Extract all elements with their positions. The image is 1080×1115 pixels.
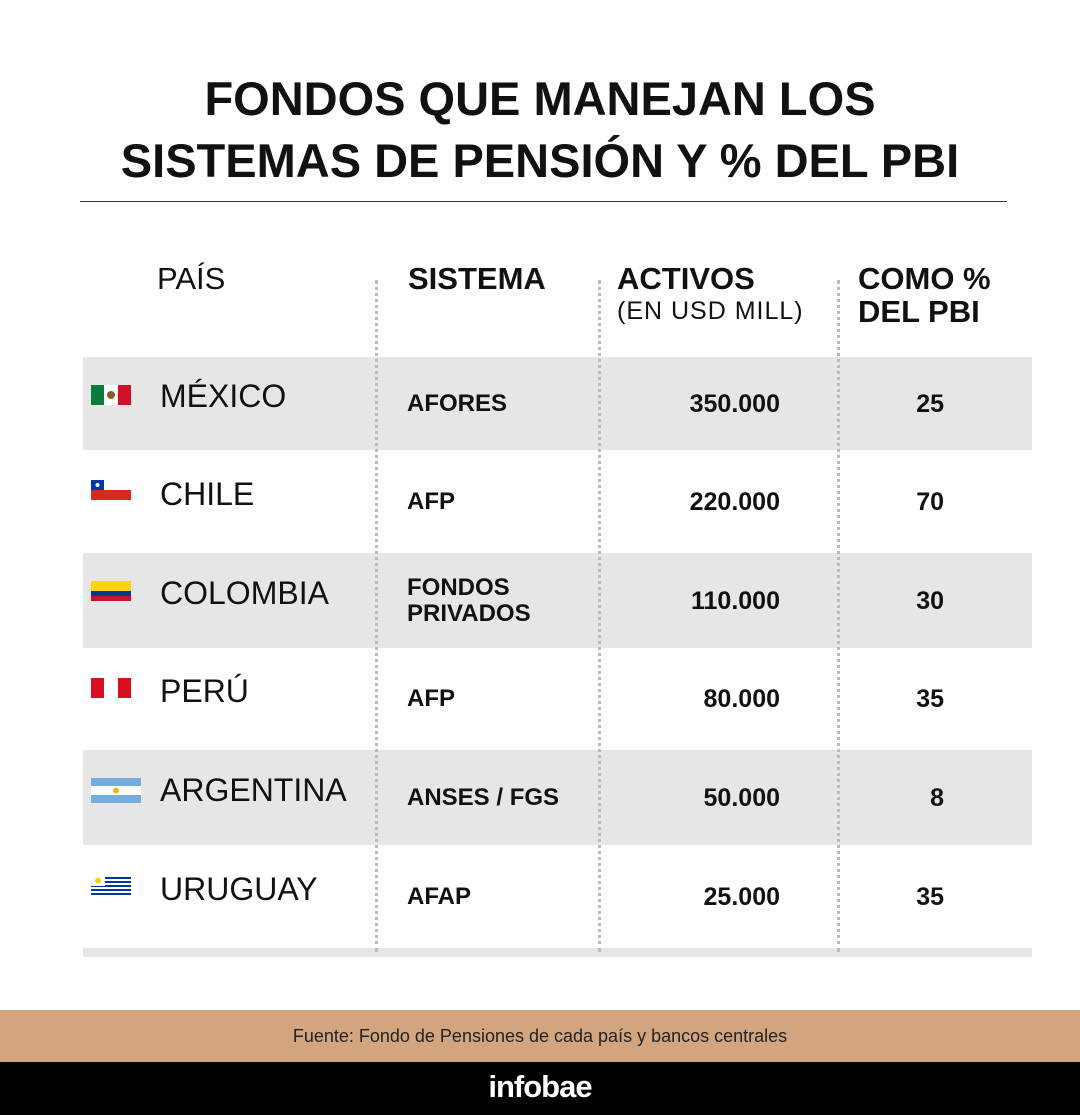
table-row: COLOMBIA FONDOS PRIVADOS 110.000 30: [83, 553, 1032, 648]
flag: [91, 581, 131, 601]
gdp-share: 25: [916, 389, 944, 418]
country: MÉXICO: [160, 377, 287, 414]
flag: [91, 778, 141, 803]
system-line: AFP: [407, 487, 455, 515]
header-line: PAÍS: [157, 261, 226, 296]
table-row: MÉXICO AFORES 350.000 25: [83, 357, 1032, 450]
table-end: [83, 948, 1032, 957]
header-line: COMO %: [858, 261, 991, 296]
country: COLOMBIA: [160, 574, 329, 611]
flag: [91, 678, 131, 698]
assets: 80.000: [703, 685, 780, 713]
column-header: ACTIVOS (EN USD MILL): [617, 262, 804, 328]
assets: 110.000: [691, 586, 780, 615]
title-rule: [80, 201, 1007, 202]
column-separator: [375, 280, 378, 952]
header-line: SISTEMA: [408, 261, 546, 296]
header-line: ACTIVOS: [617, 261, 755, 296]
table-row: URUGUAY AFAP 25.000 35: [83, 845, 1032, 948]
brand-band: infobae: [0, 1062, 1080, 1115]
header-line: (EN USD MILL): [617, 297, 804, 325]
title: FONDOS QUE MANEJAN LOS SISTEMAS DE PENSIÓ…: [0, 68, 1080, 192]
assets: 25.000: [703, 882, 780, 911]
system: AFAP: [407, 882, 472, 910]
system-line: AFORES: [407, 389, 508, 417]
gdp-share: 70: [916, 487, 944, 516]
system-line: FONDOS: [407, 573, 510, 601]
assets: 220.000: [689, 487, 780, 516]
header-line: DEL PBI: [858, 294, 980, 329]
system-line: AFAP: [407, 882, 472, 910]
system: ANSES / FGS: [407, 783, 560, 811]
system: AFP: [407, 487, 455, 515]
country: PERÚ: [160, 673, 249, 709]
system-line: PRIVADOS: [407, 599, 531, 627]
column-separator: [837, 280, 840, 952]
assets: 350.000: [689, 389, 780, 418]
column-separator: [598, 280, 601, 952]
country: URUGUAY: [160, 870, 318, 907]
brand: infobae: [488, 1069, 592, 1104]
assets: 50.000: [703, 783, 780, 812]
column-header: COMO % DEL PBI: [858, 262, 991, 328]
gdp-share: 35: [916, 882, 944, 911]
country: ARGENTINA: [160, 771, 347, 808]
table-row: PERÚ AFP 80.000 35: [83, 648, 1032, 750]
column-header: SISTEMA: [408, 262, 546, 295]
flag: [91, 480, 131, 500]
gdp-share: 35: [916, 685, 944, 713]
system-line: ANSES / FGS: [407, 783, 560, 811]
system: AFP: [407, 686, 455, 712]
country: CHILE: [160, 475, 255, 512]
column-header: PAÍS: [157, 262, 225, 295]
system: FONDOS PRIVADOS: [407, 573, 531, 627]
system: AFORES: [407, 389, 508, 417]
source-band: Fuente: Fondo de Pensiones de cada país …: [0, 1010, 1080, 1062]
system-line: AFP: [407, 685, 455, 712]
title-line: SISTEMAS DE PENSIÓN Y % DEL PBI: [120, 134, 960, 187]
gdp-share: 8: [930, 783, 944, 812]
flag: [91, 385, 131, 405]
flag: [91, 875, 131, 895]
title-line: FONDOS QUE MANEJAN LOS: [204, 72, 876, 125]
gdp-share: 30: [916, 586, 944, 615]
source: Fuente: Fondo de Pensiones de cada país …: [292, 1026, 788, 1046]
table-row: ARGENTINA ANSES / FGS 50.000 8: [83, 750, 1032, 845]
table-row: CHILE AFP 220.000 70: [83, 450, 1032, 553]
